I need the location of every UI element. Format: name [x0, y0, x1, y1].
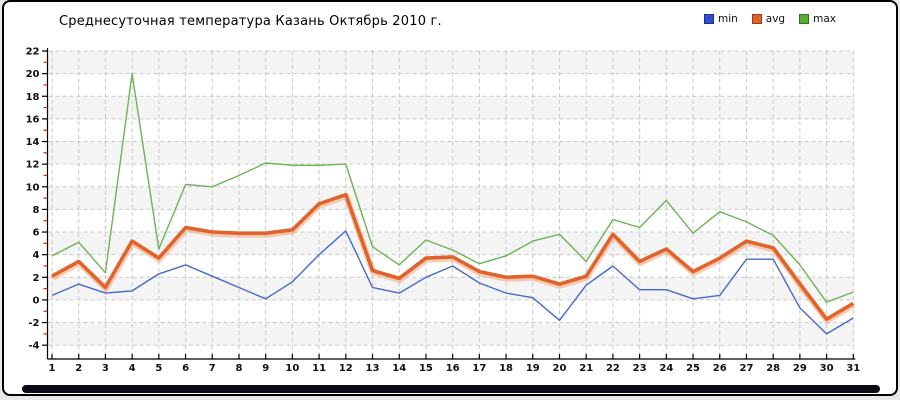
y-tick-label: 12 — [26, 160, 40, 171]
x-tick-label: 16 — [446, 363, 460, 374]
y-tick-label: -4 — [28, 341, 39, 352]
legend-item-max: max — [799, 13, 836, 25]
avg-line — [51, 192, 855, 322]
y-tick-label: 10 — [26, 182, 40, 193]
legend-item-min: min — [703, 13, 738, 25]
y-tick-label: 2 — [33, 273, 40, 284]
min-line — [51, 230, 854, 335]
x-tick-label: 13 — [366, 363, 380, 374]
y-tick-label: 8 — [33, 205, 40, 216]
x-tick-label: 20 — [553, 363, 567, 374]
x-tick-label: 23 — [633, 363, 647, 374]
x-tick-label: 9 — [262, 363, 269, 374]
y-tick-label: 22 — [26, 47, 40, 58]
y-tick-label: 4 — [33, 250, 40, 261]
x-tick-label: 31 — [846, 363, 860, 374]
x-tick-label: 15 — [419, 363, 433, 374]
legend-label-max: max — [813, 13, 836, 25]
x-axis-ticks: 1 2 3 4 5 6 7 8 9 10 11 12 13 14 15 16 17 18 19 20 21 22 23 24 2… — [49, 354, 860, 374]
x-tick-label: 19 — [526, 363, 540, 374]
x-tick-label: 4 — [129, 363, 136, 374]
x-tick-label: 25 — [686, 363, 700, 374]
x-tick-label: 24 — [659, 363, 673, 374]
x-tick-label: 10 — [285, 363, 299, 374]
x-tick-label: 6 — [182, 363, 189, 374]
max-swatch-icon — [799, 14, 810, 24]
y-tick-label: 18 — [26, 92, 40, 103]
horizontal-scrollbar[interactable] — [22, 385, 880, 393]
x-tick-label: 2 — [75, 363, 82, 374]
legend-label-avg: avg — [765, 13, 786, 25]
x-tick-label: 28 — [766, 363, 780, 374]
y-tick-label: 0 — [33, 295, 40, 306]
x-tick-label: 11 — [312, 363, 326, 374]
x-tick-label: 1 — [49, 363, 56, 374]
y-tick-label: 6 — [33, 228, 40, 239]
max-line — [51, 72, 854, 303]
x-tick-label: 5 — [155, 363, 162, 374]
x-tick-label: 26 — [713, 363, 727, 374]
legend-item-avg: avg — [751, 13, 786, 25]
gridlines — [48, 50, 855, 359]
plot-bands — [47, 51, 855, 346]
x-tick-label: 12 — [339, 363, 353, 374]
y-tick-label: 20 — [26, 69, 40, 80]
x-tick-label: 21 — [579, 363, 593, 374]
x-tick-label: 7 — [209, 363, 216, 374]
x-tick-label: 22 — [606, 363, 620, 374]
x-tick-label: 17 — [472, 363, 486, 374]
y-tick-label: 16 — [26, 114, 40, 125]
avg-swatch-icon — [751, 14, 762, 24]
x-tick-label: 29 — [793, 363, 807, 374]
legend-label-min: min — [717, 13, 738, 25]
min-swatch-icon — [703, 14, 714, 24]
x-tick-label: 18 — [499, 363, 513, 374]
x-tick-label: 14 — [392, 363, 406, 374]
y-tick-label: -2 — [28, 318, 39, 329]
y-tick-label: 14 — [26, 137, 40, 148]
x-tick-label: 30 — [820, 363, 834, 374]
x-tick-label: 8 — [235, 363, 242, 374]
x-tick-label: 27 — [739, 363, 753, 374]
legend: min avg max — [703, 13, 836, 25]
chart-title: Среднесуточная температура Казань Октябр… — [59, 14, 442, 29]
x-tick-label: 3 — [102, 363, 109, 374]
axes — [46, 48, 856, 360]
